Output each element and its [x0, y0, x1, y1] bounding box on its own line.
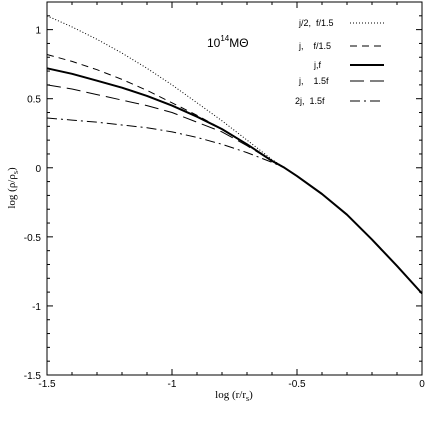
y-axis-label-prefix: log (ρ/ρ [6, 174, 18, 209]
series-line-dashed [46, 54, 423, 294]
curves [46, 15, 423, 295]
mass-annotation-unit: MΘ [229, 36, 248, 50]
mass-annotation-base: 10 [207, 36, 221, 50]
x-tick-label: -1.5 [38, 379, 56, 390]
tick-labels: -1.5 -1 -0.5 0 -1.5 -1 -0.5 0 0.5 1 [24, 26, 425, 390]
y-axis-label-sub: s [11, 171, 20, 174]
y-axis-label: log (ρ/ρs) [6, 167, 20, 209]
y-tick-label: -0.5 [24, 233, 42, 244]
x-tick-label: -1 [168, 379, 177, 390]
y-axis-label-suffix: ) [6, 167, 18, 171]
series-line-solid [46, 67, 423, 295]
mass-annotation: 1014MΘ [207, 34, 249, 50]
legend: j/2, f/1.5 j, f/1.5 j,f j, 1.5f 2j, 1.5f [295, 18, 384, 106]
series-line-dash-dot [46, 117, 423, 294]
legend-label: j,f [313, 60, 322, 70]
y-tick-label: 0 [35, 164, 41, 175]
legend-label: j, f/1.5 [298, 41, 331, 51]
mass-annotation-exponent: 14 [220, 34, 229, 43]
series-line-dotted [46, 15, 423, 294]
legend-label: 2j, 1.5f [295, 96, 325, 106]
x-axis-label-sub: s [246, 394, 249, 403]
axis-ticks [46, 2, 423, 376]
y-tick-label: -1 [32, 302, 41, 313]
y-tick-label: 0.5 [27, 95, 41, 106]
x-axis-label-prefix: log (r/r [215, 389, 246, 401]
legend-label: j, 1.5f [298, 76, 329, 86]
x-axis-label-suffix: ) [249, 389, 253, 401]
x-tick-label: 0 [419, 379, 425, 390]
series-line-long-dashed [46, 84, 423, 294]
x-tick-label: -0.5 [288, 379, 306, 390]
x-axis-label: log (r/rs) [215, 389, 253, 403]
y-tick-label: -1.5 [24, 371, 42, 382]
y-tick-label: 1 [35, 26, 41, 37]
plot-frame [46, 1, 423, 376]
legend-label: j/2, f/1.5 [298, 18, 334, 28]
